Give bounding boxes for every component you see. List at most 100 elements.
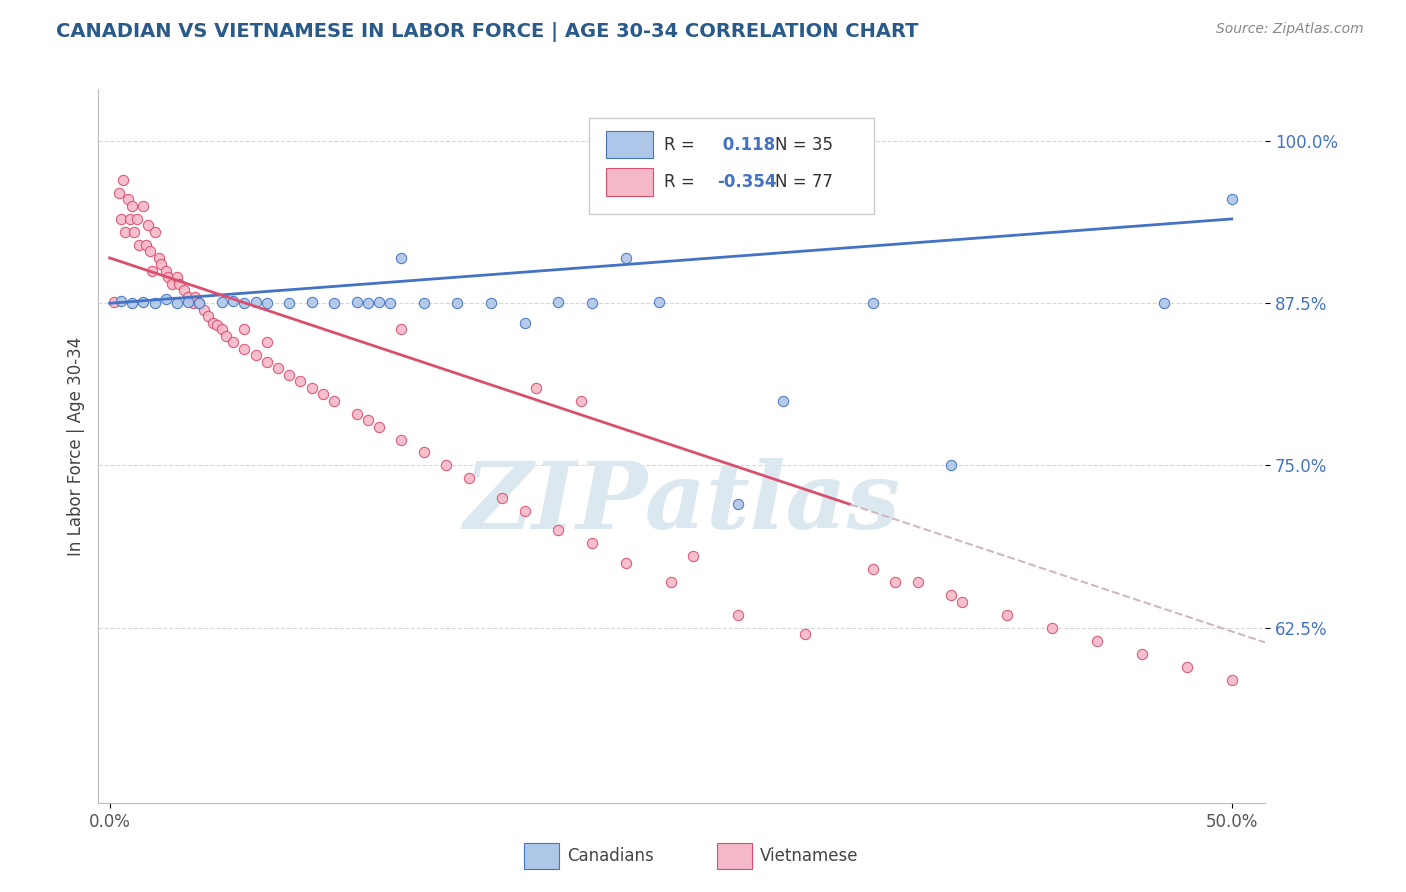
Point [941, 588, 963, 602]
Text: ZIPatlas: ZIPatlas [464, 458, 900, 548]
Point [614, 556, 637, 570]
Point [256, 335, 278, 350]
Point [581, 536, 603, 550]
Point [256, 296, 278, 310]
Point [110, 293, 132, 308]
FancyBboxPatch shape [589, 118, 875, 214]
Point [357, 296, 380, 310]
Point [479, 296, 502, 310]
Point [141, 264, 163, 278]
Point [659, 575, 682, 590]
Point [772, 393, 794, 408]
Point [222, 335, 245, 350]
Bar [606, 169, 652, 195]
Point [121, 199, 143, 213]
Point [346, 407, 368, 421]
Point [491, 491, 513, 505]
Point [188, 296, 211, 310]
Point [862, 562, 884, 576]
Point [121, 296, 143, 310]
Point [1220, 193, 1243, 207]
Point [727, 607, 749, 622]
Text: -0.354: -0.354 [717, 173, 776, 191]
Point [233, 296, 256, 310]
Point [389, 322, 412, 336]
Point [323, 296, 346, 310]
Point [201, 316, 224, 330]
Point [245, 348, 267, 362]
Point [211, 295, 233, 310]
Point [457, 471, 479, 485]
Point [118, 211, 141, 226]
Point [107, 186, 129, 200]
Text: R =: R = [665, 173, 695, 191]
Point [188, 296, 211, 310]
Text: N = 77: N = 77 [775, 173, 834, 191]
Point [184, 290, 207, 304]
Point [136, 219, 159, 233]
Point [197, 310, 219, 324]
Text: N = 35: N = 35 [775, 136, 834, 153]
Point [167, 277, 190, 291]
Point [125, 211, 148, 226]
Point [166, 270, 188, 285]
Point [301, 295, 323, 310]
Point [139, 244, 162, 259]
Point [389, 251, 412, 265]
Point [132, 199, 155, 213]
Text: 0.118: 0.118 [717, 136, 775, 153]
Point [1040, 621, 1063, 635]
Point [346, 295, 368, 310]
Point [103, 295, 125, 310]
Point [173, 283, 195, 297]
Point [884, 575, 907, 590]
Text: Source: ZipAtlas.com: Source: ZipAtlas.com [1216, 22, 1364, 37]
Point [1130, 647, 1153, 661]
Point [117, 193, 139, 207]
Point [1085, 633, 1108, 648]
Point [727, 497, 749, 511]
Point [207, 318, 229, 333]
Point [290, 374, 312, 388]
Point [177, 295, 200, 310]
Point [794, 627, 817, 641]
Bar [717, 844, 752, 869]
Point [357, 413, 380, 427]
Text: Canadians: Canadians [568, 847, 654, 865]
Text: R =: R = [665, 136, 695, 153]
Point [513, 504, 536, 518]
Point [547, 524, 569, 538]
Text: CANADIAN VS VIETNAMESE IN LABOR FORCE | AGE 30-34 CORRELATION CHART: CANADIAN VS VIETNAMESE IN LABOR FORCE | … [56, 22, 918, 42]
Point [513, 316, 536, 330]
Point [110, 211, 132, 226]
Point [995, 607, 1018, 622]
Point [569, 393, 592, 408]
Point [222, 293, 245, 308]
Point [312, 387, 335, 401]
Point [215, 328, 238, 343]
Point [389, 433, 412, 447]
Point [323, 393, 346, 408]
Point [412, 445, 434, 459]
Point [162, 277, 184, 291]
Point [278, 368, 301, 382]
Point [368, 295, 391, 310]
Point [211, 322, 233, 336]
Point [446, 296, 468, 310]
Point [135, 238, 157, 252]
Point [434, 458, 457, 473]
Point [412, 296, 434, 310]
Bar [606, 131, 652, 159]
Point [368, 419, 391, 434]
Point [941, 458, 963, 473]
Point [128, 238, 150, 252]
Bar [524, 844, 560, 869]
Point [301, 381, 323, 395]
Point [143, 225, 166, 239]
Point [156, 270, 179, 285]
Point [150, 257, 173, 271]
Point [114, 225, 136, 239]
Y-axis label: In Labor Force | Age 30-34: In Labor Force | Age 30-34 [66, 336, 84, 556]
Point [233, 342, 256, 356]
Point [193, 302, 215, 317]
